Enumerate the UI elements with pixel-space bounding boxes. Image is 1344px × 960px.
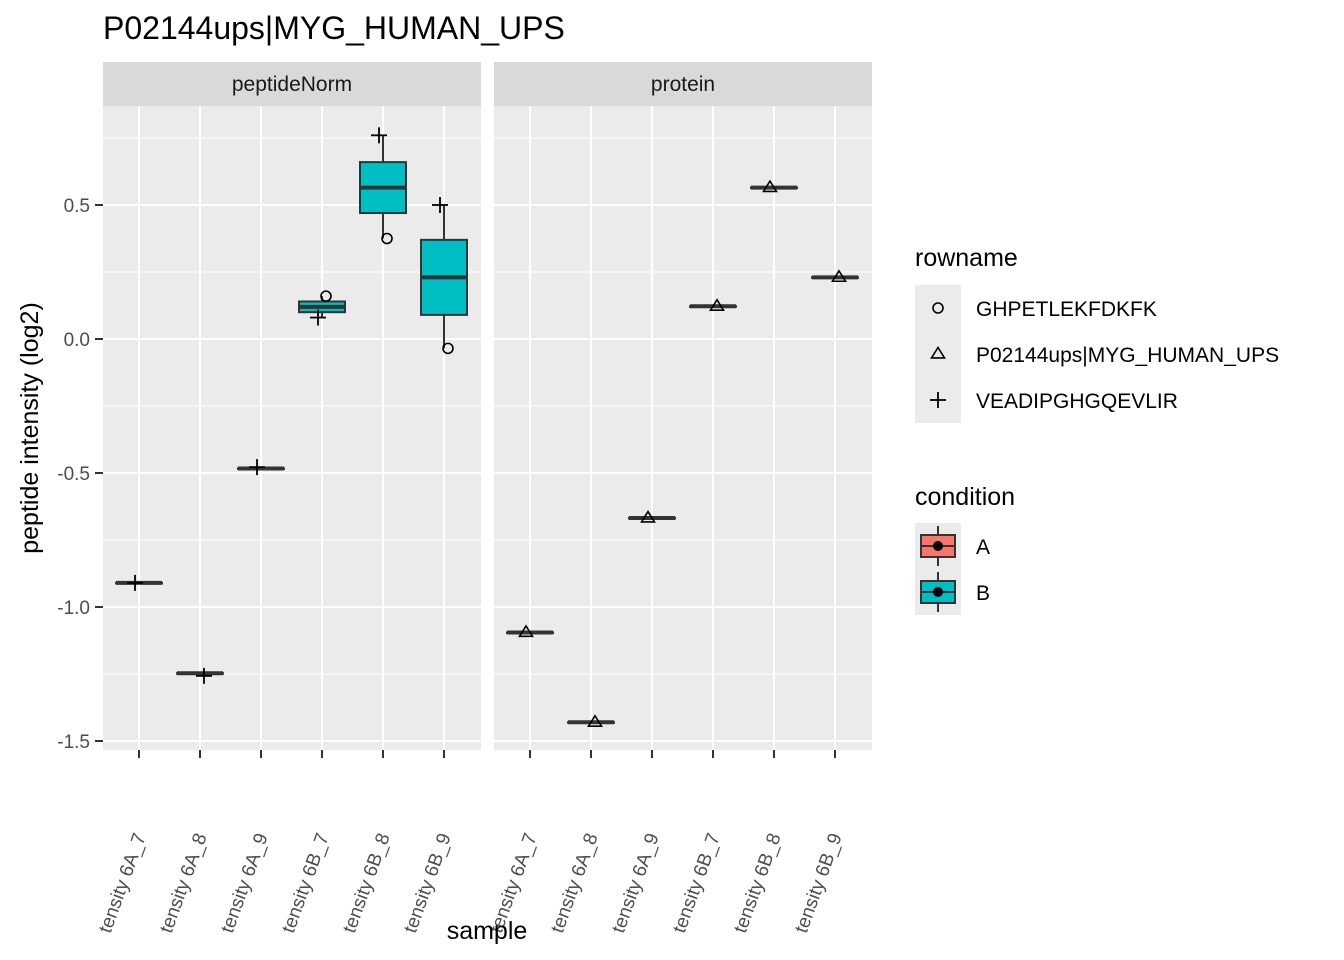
facet-label-peptideNorm: peptideNorm — [232, 73, 352, 96]
point-VEADIPGHGQEVLIR — [196, 667, 212, 684]
panels: peptideNorm protein — [103, 62, 872, 750]
legend-label: P02144ups|MYG_HUMAN_UPS — [976, 344, 1279, 367]
point-VEADIPGHGQEVLIR — [310, 309, 326, 326]
x-tick-label: tensity 6B_7 — [278, 831, 334, 936]
legends: rowname GHPETLEKFDKFK P02144ups|MYG_HUMAN_… — [915, 244, 1279, 615]
x-tick-label: tensity 6A_8 — [547, 831, 603, 936]
y-tick-label: 0.0 — [64, 330, 90, 351]
y-tick-label: -1.0 — [57, 598, 90, 619]
legend-dot — [933, 587, 943, 597]
legend-label: B — [976, 582, 990, 605]
legend-key — [915, 285, 961, 331]
y-tick-label: -0.5 — [57, 464, 90, 485]
facet-strip-protein — [494, 62, 872, 106]
legend-symbol-circle — [932, 302, 944, 314]
point-P02144ups-MYG-HUMAN-UPS — [762, 179, 778, 193]
legend-title: condition — [915, 483, 1015, 511]
panel-protein: protein — [494, 62, 872, 750]
box-tensity-6A_9 — [237, 466, 285, 471]
x-tick-label: tensity 6A_9 — [608, 831, 664, 936]
y-axis: 0.5 0.0 -0.5 -1.0 -1.5 — [57, 196, 103, 753]
legend-label: A — [976, 536, 990, 559]
box-tensity-6B_8 — [359, 135, 407, 239]
box-tensity-6A_8 — [176, 671, 224, 676]
legend-label: VEADIPGHGQEVLIR — [976, 390, 1178, 413]
chart-title: P02144ups|MYG_HUMAN_UPS — [103, 10, 565, 46]
x-axis: tensity 6A_7 tensity 6A_8 tensity 6A_9 tens… — [95, 750, 847, 936]
x-tick-label: tensity 6A_7 — [95, 831, 151, 936]
x-axis-title: sample — [447, 917, 528, 945]
panel-background — [494, 106, 872, 750]
x-tick-label: tensity 6B_7 — [669, 831, 725, 936]
point-P02144ups-MYG-HUMAN-UPS — [518, 624, 534, 638]
point-P02144ups-MYG-HUMAN-UPS — [640, 510, 656, 523]
legend-symbol-plus — [930, 392, 946, 408]
facet-label-protein: protein — [651, 73, 715, 96]
x-tick-label: tensity 6B_8 — [730, 831, 786, 936]
point-P02144ups-MYG-HUMAN-UPS — [831, 269, 847, 283]
y-tick-label: -1.5 — [57, 732, 90, 753]
legend-condition: condition AB — [915, 483, 1015, 615]
y-axis-title: peptide intensity (log2) — [16, 302, 44, 554]
point-VEADIPGHGQEVLIR — [371, 127, 387, 144]
legend-key — [915, 331, 961, 377]
point-P02144ups-MYG-HUMAN-UPS — [709, 298, 725, 312]
point-GHPETLEKFDKFK — [442, 342, 454, 355]
panel-background — [103, 106, 481, 750]
x-tick-label: tensity 6A_8 — [156, 831, 212, 936]
x-tick-label: tensity 6B_9 — [791, 831, 847, 936]
legend-symbol-triangle — [930, 345, 946, 359]
x-tick-label: tensity 6A_9 — [217, 831, 273, 936]
legend-label: GHPETLEKFDKFK — [976, 298, 1157, 321]
point-GHPETLEKFDKFK — [320, 290, 332, 302]
legend-title: rowname — [915, 244, 1018, 272]
point-VEADIPGHGQEVLIR — [127, 574, 143, 591]
point-GHPETLEKFDKFK — [381, 232, 393, 245]
point-VEADIPGHGQEVLIR — [432, 197, 448, 213]
x-tick-label: tensity 6B_8 — [339, 831, 395, 936]
panel-peptideNorm: peptideNorm — [103, 62, 481, 750]
box-tensity-6B_9 — [420, 205, 468, 349]
legend-rowname: rowname GHPETLEKFDKFK P02144ups|MYG_HUMAN_… — [915, 244, 1279, 423]
y-tick-label: 0.5 — [64, 196, 90, 217]
legend-dot — [933, 541, 943, 551]
point-P02144ups-MYG-HUMAN-UPS — [587, 714, 603, 727]
facet-strip-peptideNorm — [103, 62, 481, 106]
point-VEADIPGHGQEVLIR — [249, 459, 265, 476]
